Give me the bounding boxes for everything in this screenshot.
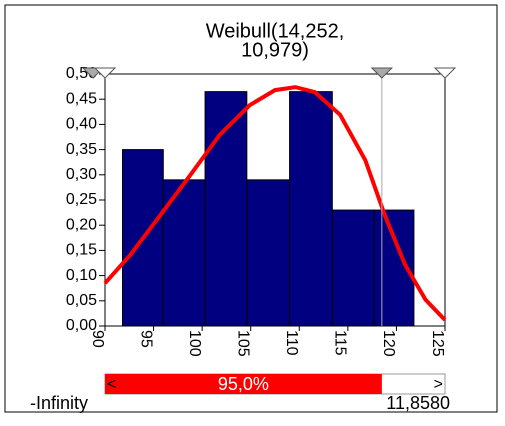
y-tick-label: 0,45 <box>66 90 97 107</box>
bar <box>121 149 164 327</box>
slider-marker <box>93 67 117 79</box>
y-tick-label: 0,05 <box>66 292 97 309</box>
y-tick-label: 0,10 <box>66 267 97 284</box>
percent-label: 95,0% <box>218 374 269 394</box>
y-tick-label: 0,20 <box>66 216 97 233</box>
y-tick-label: 0,15 <box>66 242 97 259</box>
interval-bar <box>105 374 382 394</box>
x-tick-label: 95 <box>137 330 154 348</box>
x-tick-label: 110 <box>283 330 300 356</box>
bar <box>289 91 333 327</box>
x-tick-label: 125 <box>429 330 446 357</box>
left-arrow: < <box>107 376 116 393</box>
chart-title: 10,979) <box>241 39 309 61</box>
y-tick-label: 0,35 <box>66 141 97 158</box>
right-value: 11,8580 <box>386 393 450 413</box>
x-tick-label: 120 <box>380 330 397 357</box>
y-tick-label: 0,25 <box>66 191 97 208</box>
y-tick-label: 0,40 <box>66 116 97 133</box>
bar <box>246 179 291 327</box>
right-arrow: > <box>434 376 443 393</box>
x-tick-label: 100 <box>186 330 203 357</box>
x-tick-label: 105 <box>234 330 251 357</box>
x-tick-label: 115 <box>332 330 349 356</box>
slider-marker <box>370 67 394 79</box>
y-tick-label: 0,00 <box>66 317 97 334</box>
fit-curve <box>103 85 447 322</box>
slider-marker <box>433 67 457 79</box>
bar <box>331 209 375 327</box>
left-value: -Infinity <box>30 393 88 413</box>
y-tick-label: 0,30 <box>66 166 97 183</box>
x-tick-label: 90 <box>89 330 106 348</box>
chart-title: Weibull(14,252, <box>206 20 345 42</box>
